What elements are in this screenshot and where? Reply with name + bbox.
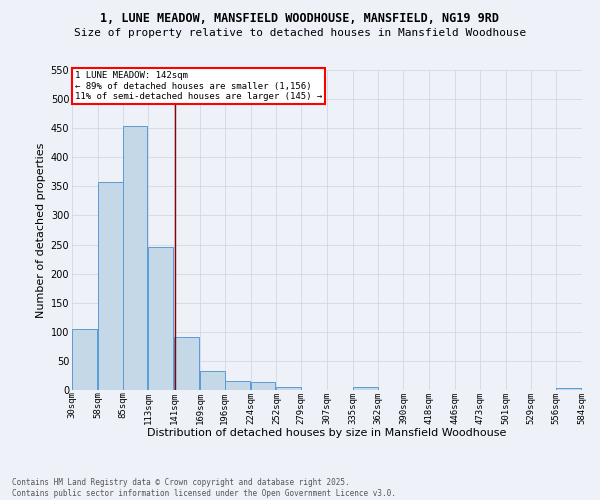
Bar — [98, 182, 122, 390]
Bar — [251, 382, 275, 390]
Bar — [556, 388, 581, 390]
Bar — [174, 337, 199, 390]
Bar — [72, 329, 97, 390]
Bar — [277, 386, 301, 390]
Bar — [148, 247, 173, 390]
Y-axis label: Number of detached properties: Number of detached properties — [37, 142, 46, 318]
Bar — [225, 382, 250, 390]
Text: Contains HM Land Registry data © Crown copyright and database right 2025.
Contai: Contains HM Land Registry data © Crown c… — [12, 478, 396, 498]
Bar — [353, 387, 377, 390]
Bar — [122, 126, 148, 390]
X-axis label: Distribution of detached houses by size in Mansfield Woodhouse: Distribution of detached houses by size … — [148, 428, 506, 438]
Text: Size of property relative to detached houses in Mansfield Woodhouse: Size of property relative to detached ho… — [74, 28, 526, 38]
Text: 1 LUNE MEADOW: 142sqm
← 89% of detached houses are smaller (1,156)
11% of semi-d: 1 LUNE MEADOW: 142sqm ← 89% of detached … — [75, 72, 322, 101]
Text: 1, LUNE MEADOW, MANSFIELD WOODHOUSE, MANSFIELD, NG19 9RD: 1, LUNE MEADOW, MANSFIELD WOODHOUSE, MAN… — [101, 12, 499, 26]
Bar — [200, 371, 225, 390]
